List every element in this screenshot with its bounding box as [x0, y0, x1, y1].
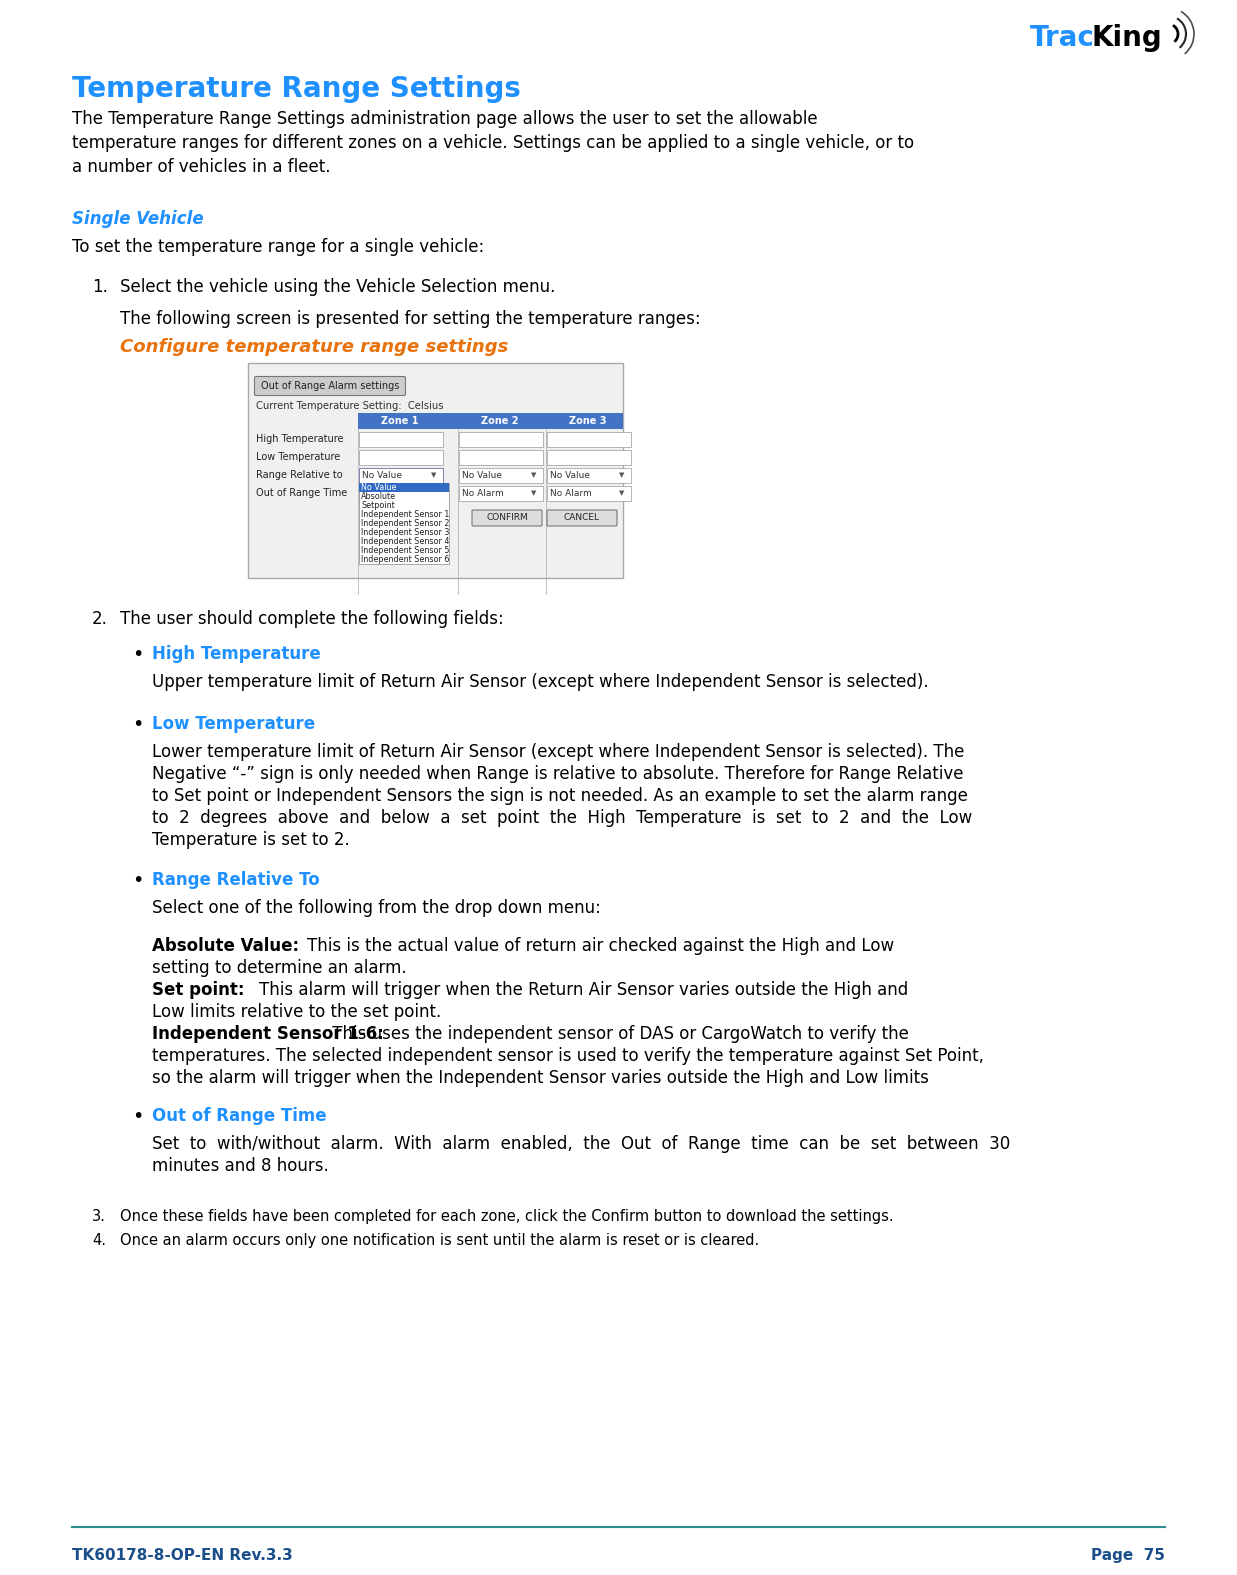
Text: Upper temperature limit of Return Air Sensor (except where Independent Sensor is: Upper temperature limit of Return Air Se…: [152, 673, 929, 691]
Text: so the alarm will trigger when the Independent Sensor varies outside the High an: so the alarm will trigger when the Indep…: [152, 1069, 929, 1087]
Text: Absolute Value:: Absolute Value:: [152, 937, 299, 954]
Text: No Value: No Value: [461, 471, 502, 479]
Bar: [359, 432, 443, 447]
Text: This uses the independent sensor of DAS or CargoWatch to verify the: This uses the independent sensor of DAS …: [327, 1025, 909, 1043]
Text: minutes and 8 hours.: minutes and 8 hours.: [152, 1158, 329, 1175]
Text: Configure temperature range settings: Configure temperature range settings: [120, 339, 508, 356]
Text: Set  to  with/without  alarm.  With  alarm  enabled,  the  Out  of  Range  time : Set to with/without alarm. With alarm en…: [152, 1136, 1011, 1153]
Bar: [547, 468, 631, 484]
Bar: [247, 362, 623, 578]
Text: •: •: [132, 871, 143, 890]
Bar: [459, 432, 543, 447]
Bar: [459, 450, 543, 465]
Bar: [357, 413, 623, 428]
FancyBboxPatch shape: [255, 376, 406, 395]
Text: Temperature is set to 2.: Temperature is set to 2.: [152, 832, 350, 849]
Text: Out of Range Time: Out of Range Time: [256, 488, 348, 498]
Text: Trac: Trac: [1030, 24, 1095, 52]
Text: a number of vehicles in a fleet.: a number of vehicles in a fleet.: [72, 158, 330, 176]
Text: Range Relative to: Range Relative to: [256, 469, 343, 480]
Bar: [359, 487, 443, 501]
Bar: [359, 450, 443, 465]
Text: No Value: No Value: [550, 471, 590, 479]
Text: Select one of the following from the drop down menu:: Select one of the following from the dro…: [152, 899, 601, 917]
Text: Low Temperature: Low Temperature: [256, 452, 340, 461]
Text: TK60178-8-OP-EN Rev.3.3: TK60178-8-OP-EN Rev.3.3: [72, 1548, 293, 1562]
Text: ▼: ▼: [532, 490, 537, 496]
Bar: [547, 487, 631, 501]
Bar: [359, 484, 449, 564]
Text: •: •: [132, 715, 143, 734]
Text: King: King: [1092, 24, 1163, 52]
Text: Low limits relative to the set point.: Low limits relative to the set point.: [152, 1003, 442, 1021]
Text: ▼: ▼: [532, 472, 537, 477]
Text: Absolute: Absolute: [361, 491, 396, 501]
Text: temperatures. The selected independent sensor is used to verify the temperature : temperatures. The selected independent s…: [152, 1047, 983, 1065]
Text: Once these fields have been completed for each zone, click the Confirm button to: Once these fields have been completed fo…: [120, 1210, 893, 1224]
Text: Out of Range Alarm settings: Out of Range Alarm settings: [261, 381, 400, 391]
Text: •: •: [132, 646, 143, 665]
Text: Range Relative To: Range Relative To: [152, 871, 319, 888]
Text: CANCEL: CANCEL: [564, 513, 600, 523]
Text: to  2  degrees  above  and  below  a  set  point  the  High  Temperature  is  se: to 2 degrees above and below a set point…: [152, 810, 972, 827]
Bar: [459, 487, 543, 501]
Text: CONFIRM: CONFIRM: [486, 513, 528, 523]
Text: Setpoint: Setpoint: [361, 501, 395, 510]
FancyBboxPatch shape: [547, 510, 617, 526]
Text: Independent Sensor 6: Independent Sensor 6: [361, 554, 449, 564]
Text: Independent Sensor 3: Independent Sensor 3: [361, 528, 449, 537]
Text: High Temperature: High Temperature: [256, 435, 344, 444]
Text: Out of Range Time: Out of Range Time: [152, 1107, 327, 1125]
Text: No Alarm: No Alarm: [461, 488, 503, 498]
Text: Zone 1: Zone 1: [381, 416, 419, 425]
Text: Zone 2: Zone 2: [481, 416, 518, 425]
Text: 3.: 3.: [92, 1210, 106, 1224]
Text: The user should complete the following fields:: The user should complete the following f…: [120, 610, 503, 628]
Text: Independent Sensor 2: Independent Sensor 2: [361, 520, 449, 528]
Bar: [359, 484, 449, 491]
Text: Zone 3: Zone 3: [569, 416, 607, 425]
Text: ▼: ▼: [620, 472, 625, 477]
Text: To set the temperature range for a single vehicle:: To set the temperature range for a singl…: [72, 238, 484, 257]
Text: 2.: 2.: [92, 610, 108, 628]
Text: High Temperature: High Temperature: [152, 646, 320, 663]
Bar: [359, 468, 443, 484]
Text: 4.: 4.: [92, 1233, 106, 1247]
Text: Low Temperature: Low Temperature: [152, 715, 315, 732]
Text: Independent Sensor 5: Independent Sensor 5: [361, 547, 449, 554]
Text: setting to determine an alarm.: setting to determine an alarm.: [152, 959, 407, 976]
Text: Select the vehicle using the Vehicle Selection menu.: Select the vehicle using the Vehicle Sel…: [120, 279, 555, 296]
Text: Temperature Range Settings: Temperature Range Settings: [72, 76, 521, 102]
Text: The Temperature Range Settings administration page allows the user to set the al: The Temperature Range Settings administr…: [72, 110, 818, 128]
Text: Single Vehicle: Single Vehicle: [72, 209, 204, 228]
Text: •: •: [132, 1107, 143, 1126]
Text: Independent Sensor 4: Independent Sensor 4: [361, 537, 449, 547]
Text: This alarm will trigger when the Return Air Sensor varies outside the High and: This alarm will trigger when the Return …: [259, 981, 908, 999]
Text: Set point:: Set point:: [152, 981, 245, 999]
FancyBboxPatch shape: [473, 510, 542, 526]
Text: ▼: ▼: [432, 472, 437, 477]
Text: Page  75: Page 75: [1091, 1548, 1165, 1562]
Text: This is the actual value of return air checked against the High and Low: This is the actual value of return air c…: [307, 937, 894, 954]
Text: to Set point or Independent Sensors the sign is not needed. As an example to set: to Set point or Independent Sensors the …: [152, 788, 967, 805]
Bar: [547, 432, 631, 447]
Text: Independent Sensor 1: Independent Sensor 1: [361, 510, 449, 520]
Text: Current Temperature Setting:  Celsius: Current Temperature Setting: Celsius: [256, 402, 444, 411]
Text: The following screen is presented for setting the temperature ranges:: The following screen is presented for se…: [120, 310, 700, 328]
Text: ▼: ▼: [620, 490, 625, 496]
Text: 1.: 1.: [92, 279, 108, 296]
Text: No Value: No Value: [361, 484, 397, 491]
Bar: [547, 450, 631, 465]
Text: Once an alarm occurs only one notification is sent until the alarm is reset or i: Once an alarm occurs only one notificati…: [120, 1233, 760, 1247]
Text: Lower temperature limit of Return Air Sensor (except where Independent Sensor is: Lower temperature limit of Return Air Se…: [152, 743, 965, 761]
Text: Negative “-” sign is only needed when Range is relative to absolute. Therefore f: Negative “-” sign is only needed when Ra…: [152, 765, 964, 783]
Text: No Alarm: No Alarm: [550, 488, 591, 498]
Text: temperature ranges for different zones on a vehicle. Settings can be applied to : temperature ranges for different zones o…: [72, 134, 914, 153]
Text: No Value: No Value: [362, 471, 402, 479]
Text: Independent Sensor 1-6:: Independent Sensor 1-6:: [152, 1025, 383, 1043]
Bar: [459, 468, 543, 484]
